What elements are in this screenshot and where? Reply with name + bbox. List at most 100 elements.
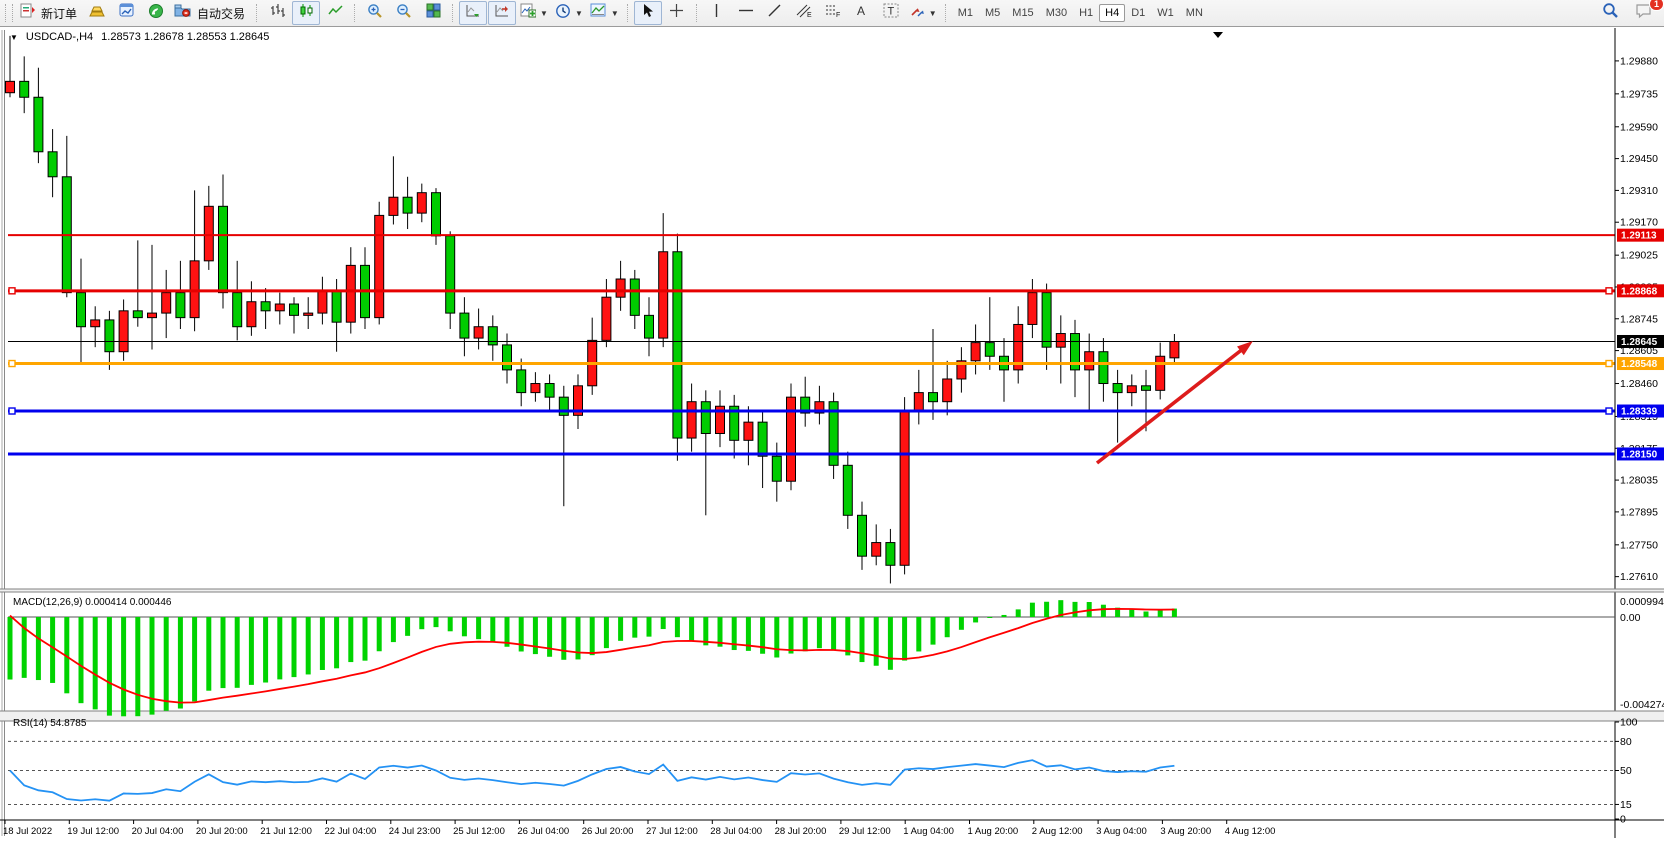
svg-text:1.28339: 1.28339: [1621, 407, 1658, 418]
text-tool-button[interactable]: A: [848, 1, 876, 25]
arrows-tool-button[interactable]: ▼: [906, 1, 940, 25]
time-label: 24 Jul 23:00: [389, 826, 441, 837]
chart-window-button[interactable]: [113, 1, 141, 25]
candle-down: [502, 344, 512, 371]
candle-up: [573, 385, 583, 416]
candle-up: [161, 292, 172, 314]
timeframe-d1-button[interactable]: D1: [1131, 7, 1146, 19]
svg-text:1.29590: 1.29590: [1620, 121, 1658, 133]
timeframe-m1-button[interactable]: M1: [957, 7, 973, 19]
trendline-tool-button[interactable]: [761, 1, 789, 25]
algo-trading-button[interactable]: 自动交易: [171, 1, 251, 25]
time-label: 20 Jul 20:00: [196, 826, 248, 837]
line-chart-icon: [327, 3, 343, 23]
periods-button[interactable]: ▼: [552, 1, 586, 25]
candle-up: [743, 421, 754, 441]
bar-chart-type-button[interactable]: [263, 1, 291, 25]
chart-window[interactable]: ▼ USDCAD-,H4 1.28573 1.28678 1.28553 1.2…: [0, 28, 1664, 845]
horizontal-line-tool-button[interactable]: [732, 1, 760, 25]
candle-down: [47, 151, 58, 178]
candle-down: [700, 401, 711, 435]
new-order-button[interactable]: 新订单: [17, 1, 83, 25]
toolbar-separator: [695, 4, 698, 22]
chart-window-icon: [119, 3, 135, 23]
svg-text:A: A: [857, 4, 865, 18]
candle-down: [644, 314, 654, 339]
dropdown-caret: ▼: [928, 8, 937, 18]
line-chart-type-button[interactable]: [321, 1, 349, 25]
timeframe-mn-button[interactable]: MN: [1185, 7, 1203, 19]
line-handle: [8, 359, 16, 368]
chart-canvas[interactable]: 1.29880 1.29735 1.29590 1.29450 1.29310 1.291…: [0, 28, 1664, 845]
timeframe-w1-button[interactable]: W1: [1157, 7, 1174, 19]
candle-up: [530, 383, 541, 394]
timeframe-m30-button[interactable]: M30: [1045, 7, 1068, 19]
candle-down: [445, 235, 456, 314]
svg-text:F: F: [836, 12, 840, 18]
timeframe-h1-button[interactable]: H1: [1079, 7, 1094, 19]
candle-up: [416, 192, 427, 214]
macd-indicator-label: MACD(12,26,9) 0.000414 0.000446: [13, 597, 172, 608]
zoom-in-button[interactable]: [361, 1, 389, 25]
svg-text:1.29170: 1.29170: [1620, 217, 1658, 229]
auto-scroll-icon: [465, 3, 481, 23]
tile-windows-icon: [426, 3, 441, 23]
candle-down: [104, 319, 115, 353]
rsi-line: [9, 759, 1175, 802]
horizontal-level-line[interactable]: [8, 287, 1615, 295]
cursor-tool-button[interactable]: [633, 1, 662, 25]
auto-scroll-button[interactable]: [459, 1, 488, 25]
candle-up: [1126, 385, 1137, 394]
toolbar-grip[interactable]: [5, 4, 13, 22]
timeframe-m15-button[interactable]: M15: [1012, 7, 1034, 19]
candle-up: [601, 296, 612, 341]
indicators-button[interactable]: ▼: [517, 1, 551, 25]
candle-up: [956, 360, 967, 380]
candle-down: [260, 301, 271, 312]
candle-up: [1055, 333, 1066, 348]
horizontal-line-icon: [738, 4, 754, 22]
channel-tool-button[interactable]: E: [790, 1, 818, 25]
vertical-line-tool-button[interactable]: [703, 1, 731, 25]
zoom-out-button[interactable]: [390, 1, 418, 25]
time-label: 18 Jul 2022: [3, 826, 52, 837]
candle-up: [1169, 340, 1180, 359]
svg-text:1.29880: 1.29880: [1620, 55, 1658, 67]
horizontal-level-line[interactable]: [8, 359, 1615, 368]
candle-down: [132, 310, 143, 319]
svg-text:80: 80: [1620, 736, 1632, 748]
candle-up: [388, 196, 399, 216]
collapse-triangle-icon[interactable]: ▼: [10, 32, 18, 42]
price-line-badge: 1.28150: [1617, 447, 1664, 461]
svg-text:0.000994: 0.000994: [1620, 596, 1664, 608]
candle-up: [814, 401, 825, 414]
candle-down: [218, 205, 228, 294]
candle-up: [147, 312, 157, 319]
time-label: 4 Aug 12:00: [1225, 826, 1276, 837]
fibonacci-tool-button[interactable]: F: [819, 1, 847, 25]
candle-down: [629, 278, 640, 316]
tile-windows-button[interactable]: [419, 1, 447, 25]
trendline-icon: [767, 3, 782, 23]
price-line-badge: 1.29113: [1617, 228, 1664, 242]
candle-down: [842, 464, 853, 516]
crosshair-tool-button[interactable]: [663, 1, 691, 25]
candle-up: [1084, 351, 1095, 371]
chart-shift-button[interactable]: [488, 1, 517, 25]
candle-down: [1041, 292, 1052, 348]
candlestick-type-button[interactable]: [292, 1, 321, 25]
crosshair-icon: [669, 3, 684, 23]
text-label-tool-button[interactable]: T: [877, 1, 905, 25]
templates-button[interactable]: ▼: [587, 1, 622, 25]
notifications-button[interactable]: 1: [1630, 0, 1664, 25]
horizontal-level-line[interactable]: [8, 407, 1615, 415]
svg-text:50: 50: [1620, 765, 1632, 777]
time-label: 1 Aug 20:00: [968, 826, 1019, 837]
signal-button[interactable]: [142, 1, 170, 25]
search-button[interactable]: [1596, 1, 1624, 25]
timeframe-m5-button[interactable]: M5: [985, 7, 1001, 19]
scroll-end-marker-icon[interactable]: [1213, 32, 1223, 38]
gold-button[interactable]: [84, 1, 112, 25]
trend-arrow[interactable]: [1095, 341, 1253, 465]
timeframe-h4-button[interactable]: H4: [1099, 4, 1126, 22]
